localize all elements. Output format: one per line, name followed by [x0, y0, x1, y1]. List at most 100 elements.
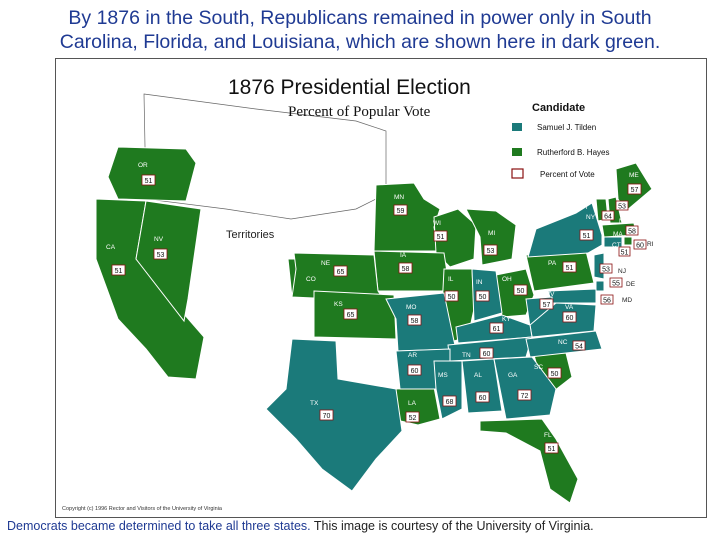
copyright-note: Copyright (c) 1996 Rector and Visitors o… — [62, 506, 223, 512]
state-label-ny: NY 51 — [579, 214, 596, 241]
state-pct: 51 — [437, 234, 445, 241]
state-abbr: VT — [580, 204, 588, 211]
state-pct: 65 — [337, 269, 345, 276]
state-abbr: IA — [400, 252, 407, 259]
state-label-nj: NJ 53 — [599, 263, 626, 275]
state-abbr: IN — [476, 279, 483, 286]
state-ri — [623, 236, 633, 246]
caption-bottom: Democrats became determined to take all … — [7, 519, 717, 533]
state-pct: 53 — [487, 248, 495, 255]
territories-label: Territories — [226, 229, 275, 241]
state-mi — [465, 208, 517, 266]
state-label-me: ME 57 — [627, 172, 642, 195]
state-abbr: RI — [647, 241, 654, 248]
pct-box — [483, 244, 498, 256]
pct-box — [475, 290, 490, 302]
state-pct: 64 — [604, 214, 612, 221]
state-fl — [479, 418, 579, 504]
state-label-co: CO — [306, 276, 316, 283]
map-title: 1876 Presidential Election — [228, 76, 471, 99]
legend-tilden: Samuel J. Tilden — [537, 123, 596, 132]
state-pct: 56 — [603, 298, 611, 305]
legend: Candidate Samuel J. Tilden Rutherford B.… — [511, 102, 609, 179]
state-nc — [525, 330, 603, 358]
pct-box — [442, 395, 457, 407]
state-pct: 51 — [145, 178, 153, 185]
state-abbr: NY — [586, 214, 596, 221]
state-abbr: CT — [612, 242, 621, 249]
legend-swatch-hayes — [512, 148, 522, 156]
state-pct: 60 — [411, 368, 419, 375]
state-abbr: SC — [534, 364, 543, 371]
state-label-ia: IA 58 — [398, 252, 413, 274]
state-label-ca: CA 51 — [106, 244, 126, 276]
state-abbr: NE — [321, 260, 331, 267]
state-abbr: OR — [138, 162, 148, 169]
pct-box — [633, 239, 647, 250]
caption-line-1: By 1876 in the South, Republicans remain… — [68, 7, 652, 29]
state-pct: 52 — [409, 415, 417, 422]
state-pct: 72 — [521, 393, 529, 400]
pct-box — [475, 391, 490, 403]
state-label-fl: FL 51 — [544, 432, 559, 454]
pct-box — [513, 284, 528, 296]
state-pct: 51 — [621, 250, 629, 257]
state-label-tx: TX 70 — [310, 400, 334, 421]
pct-box — [405, 411, 420, 423]
pct-box — [618, 246, 631, 257]
state-label-ne: NE 65 — [321, 260, 348, 277]
pct-box — [572, 340, 586, 351]
state-label-md: MD 56 — [600, 294, 632, 305]
pct-box — [599, 263, 613, 274]
pct-box — [141, 174, 156, 186]
state-pct: 60 — [566, 315, 574, 322]
territories-area — [143, 93, 387, 220]
state-abbr: NJ — [618, 268, 626, 275]
state-abbr: WV — [544, 291, 555, 298]
state-pct: 54 — [575, 344, 583, 351]
state-de — [595, 280, 605, 292]
state-label-wv: WV 57 — [539, 291, 555, 310]
state-abbr: GA — [508, 372, 518, 379]
state-label-wi: WI 51 — [433, 220, 448, 242]
pct-box — [343, 308, 358, 320]
state-pct: 51 — [583, 233, 591, 240]
state-pct: 53 — [602, 267, 610, 274]
pct-box — [562, 311, 577, 323]
state-abbr: AR — [408, 352, 417, 359]
state-abbr: CA — [106, 244, 116, 251]
pct-box — [479, 347, 494, 359]
state-abbr: MN — [394, 194, 404, 201]
state-pct: 59 — [397, 208, 405, 215]
state-pct: 58 — [411, 318, 419, 325]
state-pct: 50 — [517, 288, 525, 295]
state-pct: 55 — [612, 281, 620, 288]
state-label-vt: VT 53 — [580, 200, 629, 211]
state-abbr: CO — [306, 276, 316, 283]
state-pct: 60 — [636, 243, 644, 250]
state-abbr: PA — [548, 260, 557, 267]
state-label-il: IL 50 — [444, 276, 459, 302]
state-pa — [525, 250, 595, 292]
state-or — [107, 146, 197, 202]
state-pct: 51 — [548, 446, 556, 453]
state-pct: 51 — [566, 265, 574, 272]
state-al — [461, 358, 503, 414]
legend-hayes: Rutherford B. Hayes — [537, 148, 609, 157]
state-pct: 65 — [347, 312, 355, 319]
legend-swatch-tilden — [512, 123, 522, 131]
state-label-ma: MA 58 — [613, 225, 639, 238]
state-label-pa: PA 51 — [548, 260, 577, 273]
map-subtitle: Percent of Popular Vote — [288, 104, 431, 120]
state-abbr: MA — [613, 231, 623, 238]
state-abbr: LA — [408, 400, 417, 407]
state-label-la: LA 52 — [405, 400, 420, 423]
caption-line-2: Carolina, Florida, and Louisiana, which … — [59, 31, 661, 53]
state-abbr: NV — [154, 236, 164, 243]
state-label-or: OR 51 — [138, 162, 156, 186]
state-label-va: VA 60 — [562, 304, 577, 323]
state-label-nv: NV 53 — [153, 236, 168, 260]
pct-box — [539, 298, 554, 310]
